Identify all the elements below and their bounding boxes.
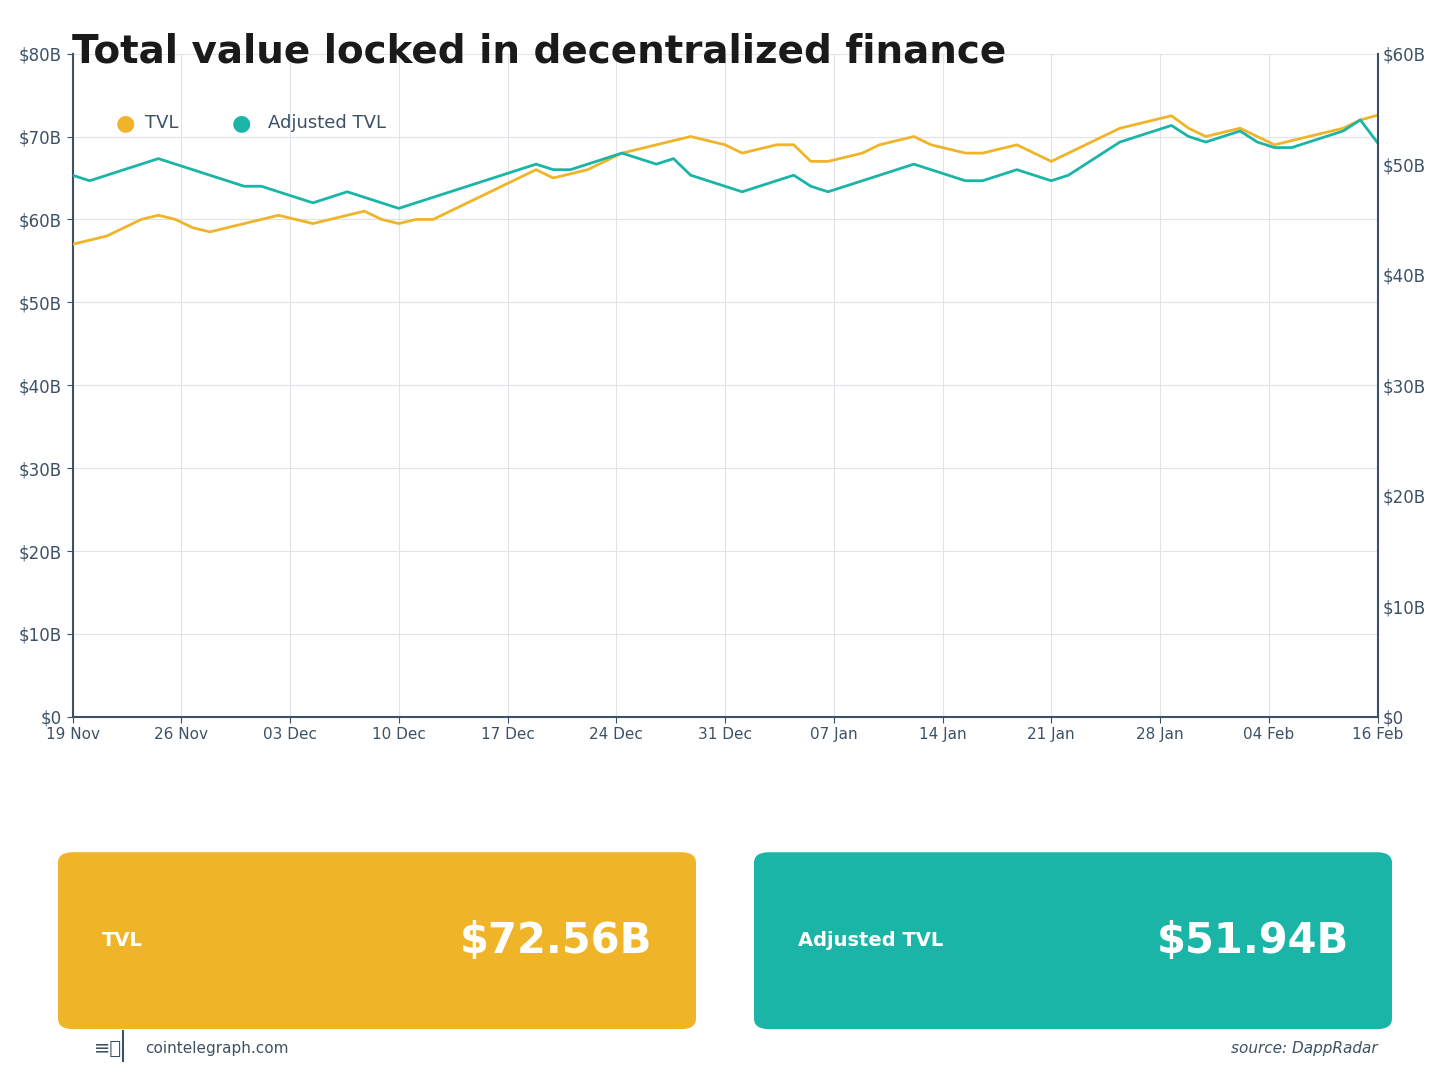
Text: ●: ●: [116, 114, 135, 133]
Text: TVL: TVL: [145, 115, 178, 132]
Text: ●: ●: [232, 114, 251, 133]
Text: source: DappRadar: source: DappRadar: [1231, 1041, 1378, 1056]
Text: Adjusted TVL: Adjusted TVL: [268, 115, 386, 132]
Text: Total value locked in decentralized finance: Total value locked in decentralized fina…: [72, 32, 1006, 70]
Text: cointelegraph.com: cointelegraph.com: [145, 1041, 289, 1056]
Text: TVL: TVL: [102, 932, 142, 950]
Text: $72.56B: $72.56B: [460, 920, 652, 962]
Text: ≡₿: ≡₿: [94, 1039, 122, 1058]
Text: Adjusted TVL: Adjusted TVL: [798, 932, 943, 950]
Text: $51.94B: $51.94B: [1156, 920, 1348, 962]
